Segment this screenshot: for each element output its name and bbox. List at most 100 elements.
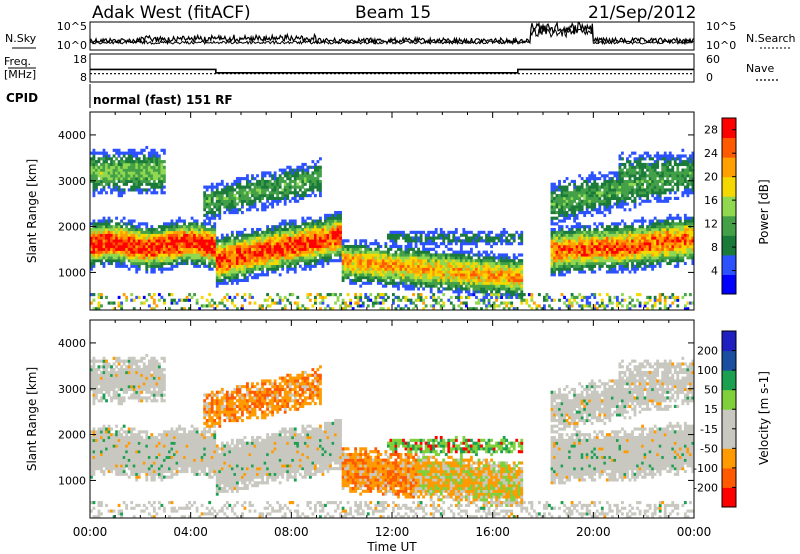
power-cell <box>432 284 436 288</box>
power-cell <box>485 290 488 294</box>
power-cell <box>308 261 312 266</box>
power-cell <box>580 182 584 186</box>
power-cell <box>386 281 390 285</box>
power-cell <box>95 160 98 164</box>
power-cell <box>595 188 599 192</box>
power-cell <box>477 301 481 305</box>
power-cell <box>190 253 194 257</box>
power-cell <box>183 227 186 232</box>
power-cell <box>464 233 468 237</box>
power-cell <box>147 242 151 246</box>
power-cell <box>462 301 466 305</box>
power-cell <box>565 259 569 263</box>
power-cell <box>110 162 113 167</box>
power-cell <box>336 244 340 249</box>
power-cell <box>404 298 408 302</box>
power-cell <box>100 182 103 186</box>
power-cell <box>417 276 420 280</box>
power-cell <box>344 253 347 257</box>
power-cell <box>575 205 579 209</box>
power-cell <box>613 267 617 271</box>
power-cell <box>600 194 604 198</box>
power-cell <box>190 256 194 260</box>
power-cell <box>517 293 521 297</box>
power-cell <box>487 253 491 257</box>
power-cell <box>147 227 151 232</box>
power-cell <box>235 307 239 310</box>
power-cell <box>238 230 242 234</box>
power-cell <box>585 239 589 243</box>
power-cell <box>160 177 164 181</box>
power-cell <box>155 247 159 251</box>
power-cell <box>522 298 526 302</box>
power-cell <box>301 247 305 251</box>
power-cell <box>429 273 433 277</box>
power-cell <box>613 222 617 226</box>
power-cell <box>452 261 456 266</box>
power-cell <box>553 264 556 268</box>
power-cell <box>137 242 141 246</box>
power-cell <box>605 205 609 209</box>
power-cell <box>359 239 363 243</box>
power-cell <box>464 256 468 260</box>
power-cell <box>152 179 156 184</box>
power-cell <box>409 284 413 288</box>
power-cell <box>618 182 622 186</box>
power-cell <box>223 281 227 285</box>
power-cell <box>437 290 441 294</box>
power-cell <box>507 307 511 310</box>
power-cell <box>117 301 121 305</box>
power-cell <box>230 182 234 186</box>
power-cell <box>135 250 139 254</box>
power-cell <box>432 298 436 302</box>
power-cell <box>442 273 446 277</box>
power-cell <box>563 233 566 237</box>
power-cell <box>603 244 607 249</box>
power-cell <box>301 165 305 169</box>
power-cell <box>457 270 461 274</box>
power-cell <box>160 162 164 167</box>
power-cell <box>132 148 136 152</box>
power-cell <box>623 185 627 189</box>
power-cell <box>135 253 139 257</box>
power-cell <box>366 276 370 280</box>
power-cell <box>593 293 597 297</box>
power-cell <box>399 259 403 263</box>
power-cell <box>288 256 292 260</box>
power-cell <box>175 225 179 229</box>
power-cell <box>162 171 166 175</box>
power-cell <box>575 191 579 195</box>
power-cell <box>560 196 564 200</box>
power-cell <box>243 233 247 237</box>
power-cell <box>578 259 582 263</box>
power-cell <box>565 261 569 266</box>
power-cell <box>459 264 463 268</box>
power-cell <box>507 281 511 285</box>
power-cell <box>127 256 131 260</box>
power-cell <box>437 267 441 271</box>
power-cell <box>366 267 370 271</box>
power-cell <box>160 270 164 274</box>
power-cell <box>389 244 393 249</box>
power-cell <box>175 264 179 268</box>
power-cell <box>434 250 438 254</box>
power-cell <box>454 227 458 232</box>
power-cell <box>203 205 207 209</box>
power-cell <box>615 202 619 206</box>
power-cell <box>120 165 124 169</box>
power-cell <box>268 244 272 249</box>
power-cell <box>298 236 302 240</box>
power-cell <box>555 233 559 237</box>
power-cell <box>447 236 451 240</box>
power-cell <box>230 301 234 305</box>
power-cell <box>497 267 501 271</box>
power-cell <box>610 253 614 257</box>
power-cell <box>555 194 559 198</box>
power-cell <box>162 259 166 263</box>
power-cell <box>308 177 312 181</box>
power-cell <box>412 307 415 310</box>
power-cell <box>152 301 156 305</box>
power-cell <box>422 247 426 251</box>
power-cell <box>241 205 244 209</box>
power-cell <box>399 230 403 234</box>
